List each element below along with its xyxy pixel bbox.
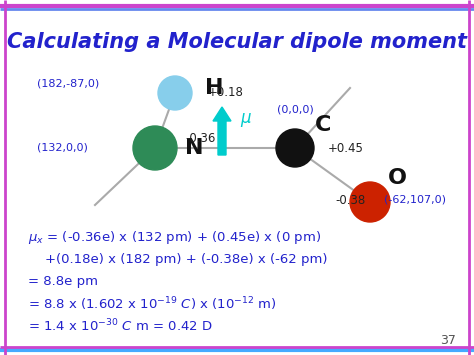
Circle shape [350,182,390,222]
Text: $\mu_x$ = (-0.36e) x (132 pm) + (0.45e) x (0 pm): $\mu_x$ = (-0.36e) x (132 pm) + (0.45e) … [28,229,321,246]
Text: (182,-87,0): (182,-87,0) [37,79,99,89]
Text: $\mu$: $\mu$ [240,111,252,129]
Text: = 8.8 x (1.602 x 10$^{-19}$ $\it{C}$) x (10$^{-12}$ m): = 8.8 x (1.602 x 10$^{-19}$ $\it{C}$) x … [28,295,277,313]
Text: -0.36: -0.36 [185,131,215,144]
Text: +(0.18e) x (182 pm) + (-0.38e) x (-62 pm): +(0.18e) x (182 pm) + (-0.38e) x (-62 pm… [28,253,328,267]
FancyArrow shape [213,107,231,155]
Text: N: N [185,138,203,158]
Text: = 8.8e pm: = 8.8e pm [28,275,98,289]
Text: +0.18: +0.18 [208,87,244,99]
Text: (-62,107,0): (-62,107,0) [384,195,446,205]
Circle shape [133,126,177,170]
Text: O: O [388,168,407,188]
Circle shape [276,129,314,167]
Circle shape [158,76,192,110]
Text: (132,0,0): (132,0,0) [36,143,87,153]
Text: -0.38: -0.38 [335,193,365,207]
Text: C: C [315,115,331,135]
Text: = 1.4 x 10$^{-30}$ $\it{C}$ m = 0.42 D: = 1.4 x 10$^{-30}$ $\it{C}$ m = 0.42 D [28,318,213,334]
Text: +0.45: +0.45 [328,142,364,154]
Text: 37: 37 [440,333,456,346]
Text: (0,0,0): (0,0,0) [277,105,313,115]
Text: Calculating a Molecular dipole moment: Calculating a Molecular dipole moment [7,32,467,52]
Text: H: H [205,78,224,98]
